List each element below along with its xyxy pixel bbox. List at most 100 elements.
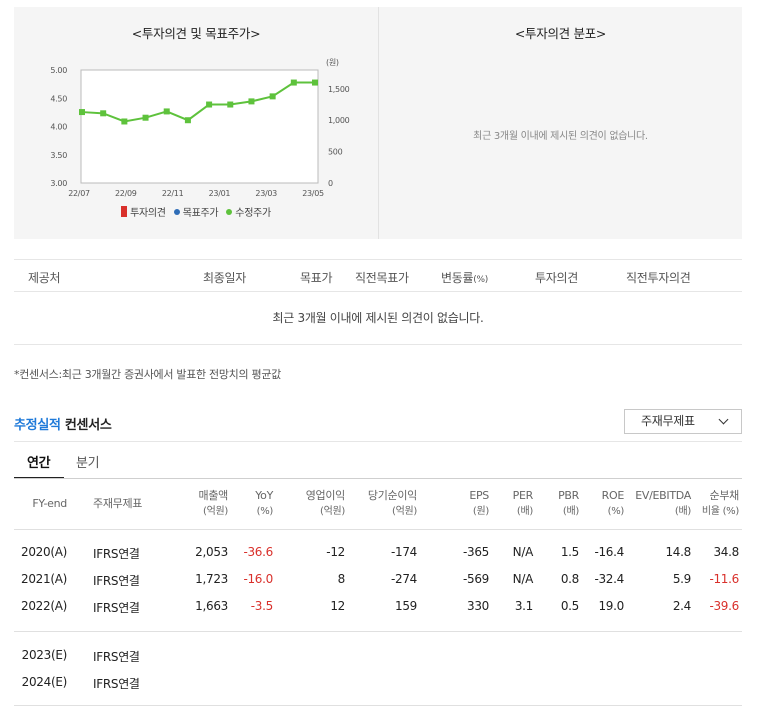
section-title: 추정실적 컨센서스 — [14, 414, 112, 433]
column-header-label: PER — [512, 489, 534, 502]
select-value: 주재무제표 — [641, 414, 695, 428]
column-header: 당기순이익 (억원) — [368, 488, 417, 520]
consensus-footnote: *컨센서스:최근 3개월간 증권사에서 발표한 전망치의 평균값 — [14, 368, 281, 381]
table-cell-op: 8 — [337, 572, 346, 586]
table-header-divider — [14, 529, 742, 530]
table-cell-op: -12 — [326, 545, 345, 559]
column-header: FY-end — [32, 496, 67, 512]
opinion-target-chart-panel: <투자의견 및 목표주가> 5.00 4.50 4.00 3.50 3.00 1,500 1… — [14, 7, 378, 239]
col-opinion: 투자의견 — [535, 271, 578, 285]
data-point — [142, 114, 149, 121]
col-prev-opinion: 직전투자의견 — [626, 271, 691, 285]
table-cell-basis: IFRS연결 — [93, 547, 140, 561]
table-cell-ev: 14.8 — [665, 545, 691, 559]
right-axis-tick: 0 — [328, 179, 333, 188]
table-cell-basis: IFRS연결 — [93, 650, 140, 664]
tab-annual[interactable]: 연간 — [27, 456, 51, 471]
table-row: 2021(A) IFRS연결 1,723 -16.0 8 -274 -569 N/A 0.8 -3… — [0, 572, 760, 590]
column-header-label: YoY — [255, 489, 273, 502]
tabs-top-line — [14, 441, 742, 442]
table-cell-ev: 2.4 — [672, 599, 691, 613]
col-provider: 제공처 — [28, 271, 61, 285]
column-header-unit: (억원) — [202, 506, 228, 517]
data-point — [227, 101, 234, 108]
column-header-unit: (%) — [607, 506, 625, 517]
table-cell-eps: 330 — [466, 599, 489, 613]
table-cell-basis: IFRS연결 — [93, 601, 140, 615]
left-axis-tick: 4.50 — [50, 94, 67, 103]
right-axis-tick: 1,000 — [328, 116, 350, 125]
table-row: 2020(A) IFRS연결 2,053 -36.6 -12 -174 -365 N/A 1.5… — [0, 545, 760, 563]
column-header-unit: 비율 (%) — [701, 506, 739, 517]
column-header-unit: (배) — [674, 506, 691, 517]
table-cell-sales: 1,723 — [195, 572, 228, 586]
tab-quarter[interactable]: 분기 — [76, 456, 100, 471]
legend-label: 목표주가 — [182, 208, 219, 219]
column-header-label: 주재무제표 — [93, 497, 143, 510]
col-last-date: 최종일자 — [203, 271, 246, 285]
x-axis-tick: 23/03 — [255, 189, 277, 198]
column-header: EV/EBITDA (배) — [635, 488, 691, 520]
column-header-unit: (억원) — [319, 506, 345, 517]
table-cell-roe: -16.4 — [594, 545, 624, 559]
column-header-label: 순부채 — [709, 489, 740, 502]
data-point — [79, 109, 85, 116]
data-point — [121, 118, 128, 125]
table-cell-eps: -569 — [462, 572, 489, 586]
x-axis-tick: 22/09 — [115, 189, 137, 198]
x-axis-tick: 22/07 — [68, 189, 90, 198]
legend-swatch — [121, 206, 128, 217]
table-cell-debt: -11.6 — [709, 572, 739, 586]
section-title-accent: 추정실적 — [14, 418, 61, 433]
table-cell-fy: 2020(A) — [20, 545, 67, 559]
table-row: 2022(A) IFRS연결 1,663 -3.5 12 159 330 3.1 0.5 19.0… — [0, 599, 760, 617]
column-header-label: EPS — [469, 489, 489, 502]
data-point — [206, 101, 213, 108]
column-header-unit: (배) — [562, 506, 579, 517]
left-axis-tick: 3.50 — [50, 151, 67, 160]
col-change-rate-label: 변동률 — [441, 271, 474, 285]
legend-swatch — [226, 208, 233, 215]
table-cell-fy: 2022(A) — [20, 599, 67, 613]
col-target-price: 목표가 — [300, 271, 333, 285]
opinion-table-header: 제공처 최종일자 목표가 직전목표가 변동률(%) 투자의견 직전투자의견 — [14, 259, 742, 292]
table-cell-debt: 34.8 — [713, 545, 739, 559]
table-cell-eps: -365 — [462, 545, 489, 559]
data-point — [312, 79, 318, 86]
plot-area — [80, 69, 319, 184]
table-row: 2023(E) IFRS연결 — [0, 648, 760, 666]
chevron-down-icon — [718, 414, 729, 425]
legend-swatch — [173, 208, 180, 215]
table-cell-yoy: -16.0 — [243, 572, 273, 586]
chart-panels: <투자의견 및 목표주가> 5.00 4.50 4.00 3.50 3.00 1,500 1… — [14, 7, 742, 239]
table-cell-sales: 2,053 — [195, 545, 228, 559]
data-point — [184, 117, 191, 124]
chart-legend: 투자의견 목표주가 수정주가 — [14, 204, 378, 219]
table-cell-fy: 2021(A) — [20, 572, 67, 586]
table-bottom-line — [14, 705, 742, 706]
legend-item: 수정주가 — [226, 204, 271, 219]
table-cell-net: -274 — [390, 572, 417, 586]
section-title-main: 컨센서스 — [64, 418, 112, 433]
table-cell-roe: 19.0 — [598, 599, 624, 613]
tabs-bottom-line — [14, 478, 742, 479]
column-header: 매출액 (억원) — [199, 488, 229, 520]
table-cell-yoy: -36.6 — [243, 545, 273, 559]
table-cell-debt: -39.6 — [709, 599, 739, 613]
table-cell-ev: 5.9 — [672, 572, 691, 586]
financial-statement-select[interactable]: 주재무제표 — [624, 409, 742, 434]
table-cell-pbr: 0.8 — [560, 572, 579, 586]
table-cell-fy: 2023(E) — [21, 648, 68, 662]
legend-item: 투자의견 — [121, 204, 166, 219]
table-cell-net: 159 — [394, 599, 417, 613]
column-header: PBR (배) — [558, 488, 579, 520]
distribution-title: <투자의견 분포> — [514, 26, 607, 41]
distribution-empty-text: 최근 3개월 이내에 제시된 의견이 없습니다. — [473, 131, 648, 142]
column-header-label: 영업이익 — [305, 489, 346, 502]
x-axis-tick: 23/05 — [302, 189, 324, 198]
panel-divider — [378, 7, 379, 239]
column-header: PER (배) — [512, 488, 534, 520]
data-point — [248, 98, 255, 105]
column-header-label: PBR — [558, 489, 579, 502]
